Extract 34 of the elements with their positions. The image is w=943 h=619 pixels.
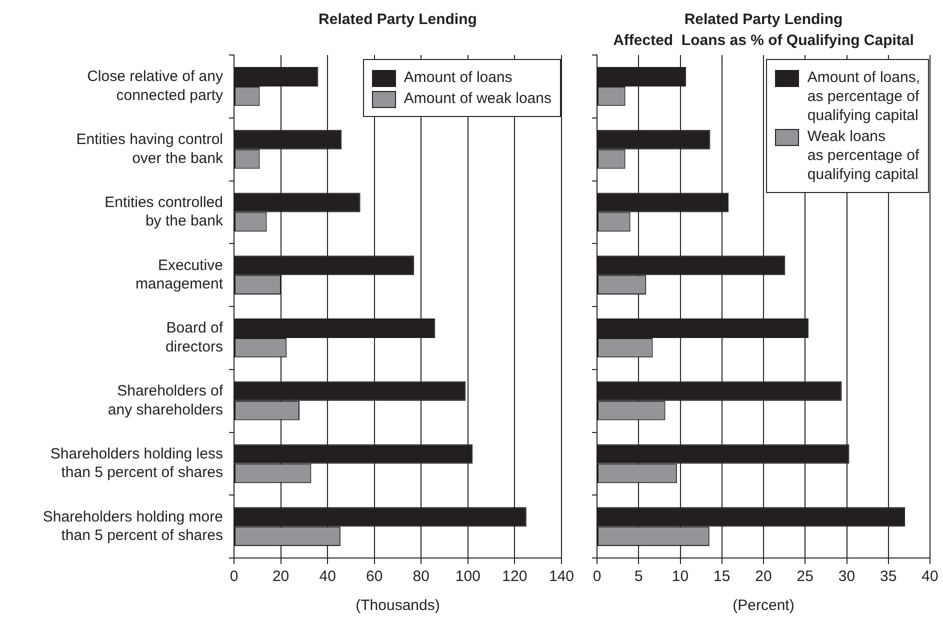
- x-tick-label: 100: [455, 568, 480, 586]
- x-tick-label: 15: [714, 568, 730, 586]
- y-tick-label: Shareholders holding less than 5 percent of shares: [50, 445, 223, 482]
- x-axis-title: (Thousands): [356, 597, 440, 614]
- x-tick-label: 20: [272, 568, 290, 586]
- legend-label: Amount of weak loans: [404, 89, 552, 108]
- x-tick-label: 120: [502, 568, 528, 586]
- chart-title: Related Party Lending: [684, 11, 843, 28]
- y-tick-label: Board of directors: [165, 320, 224, 356]
- y-tick-label: Close relative of any connected party: [87, 68, 224, 104]
- y-tick-label: Shareholders holding more than 5 percent of shares: [42, 508, 223, 544]
- y-tick-label: Shareholders of any shareholders: [108, 382, 224, 418]
- y-tick-label: Entities controlled by the bank: [104, 194, 224, 230]
- x-tick-label: 60: [366, 568, 383, 586]
- chart-title: Related Party Lending: [318, 11, 477, 28]
- x-tick-label: 40: [922, 568, 938, 586]
- x-tick-label: 40: [319, 568, 336, 586]
- y-tick-label: Entities having control over the bank: [76, 131, 224, 167]
- y-tick-label: Executive management: [135, 256, 224, 293]
- x-tick-label: 35: [880, 568, 897, 586]
- x-tick-label: 80: [412, 568, 430, 586]
- x-tick-label: 140: [548, 568, 574, 586]
- x-tick-label: 25: [796, 568, 814, 586]
- chart-subtitle: Affected Loans as % of Qualifying Capital: [613, 32, 914, 49]
- x-tick-label: 20: [755, 568, 772, 586]
- legend-label: Amount of loans: [404, 68, 512, 87]
- x-tick-label: 0: [230, 568, 238, 586]
- x-axis-title: (Percent): [732, 597, 794, 614]
- legend-label: Weak loans as percentage of qualifying capital: [807, 127, 920, 184]
- x-tick-label: 5: [634, 568, 643, 586]
- x-tick-label: 0: [592, 568, 602, 586]
- legend-label: Amount of loans, as percentage of qualifying capital: [807, 68, 920, 125]
- x-tick-label: 10: [672, 568, 689, 586]
- x-tick-label: 30: [838, 568, 856, 586]
